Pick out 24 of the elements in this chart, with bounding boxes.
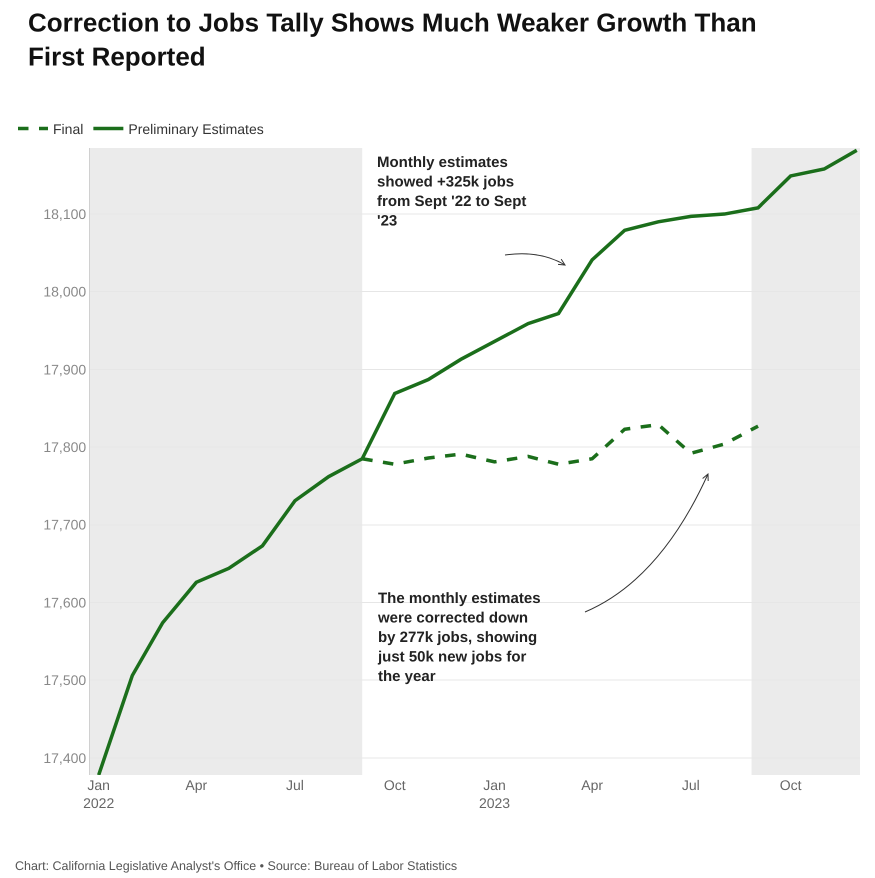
x-tick-label: Jan 2022 xyxy=(83,777,114,812)
line-series xyxy=(96,148,858,775)
y-tick-label: 17,800 xyxy=(43,439,86,456)
y-tick-label: 18,000 xyxy=(43,284,86,300)
line-series xyxy=(360,422,760,466)
x-tick-label: Oct xyxy=(780,777,802,793)
y-tick-label: 17,600 xyxy=(43,594,86,610)
legend-label: Preliminary Estimates xyxy=(128,120,264,137)
y-tick-label: 17,400 xyxy=(43,750,86,766)
legend-label: Final xyxy=(53,120,84,137)
y-tick-label: 17,900 xyxy=(43,361,86,378)
y-tick-label: 18,100 xyxy=(43,206,86,222)
annotation: The monthly estimates were corrected down by 277k jobs, showing just 50k new jobs for the year xyxy=(377,590,541,685)
x-tick-label: Oct xyxy=(384,777,406,793)
x-tick-label: Apr xyxy=(185,777,208,793)
x-tick-label: Apr xyxy=(581,777,604,793)
x-tick-label: Jan 2023 xyxy=(478,777,510,812)
text: Chart: California Legislative Analyst's Office • Source: Bureau of Labor Statistics xyxy=(15,859,458,873)
x-tick-label: Jul xyxy=(286,777,304,793)
chart-title: Correction to Jobs Tally Shows Much Weaker Growth Than First Reported xyxy=(28,8,757,72)
x-tick-label: Jul xyxy=(682,777,700,793)
y-tick-label: 17,500 xyxy=(43,672,86,688)
y-tick-label: 17,700 xyxy=(43,516,86,533)
annotation: Monthly estimates showed +325k jobs from Sept '22 to Sept '23 xyxy=(377,154,526,230)
